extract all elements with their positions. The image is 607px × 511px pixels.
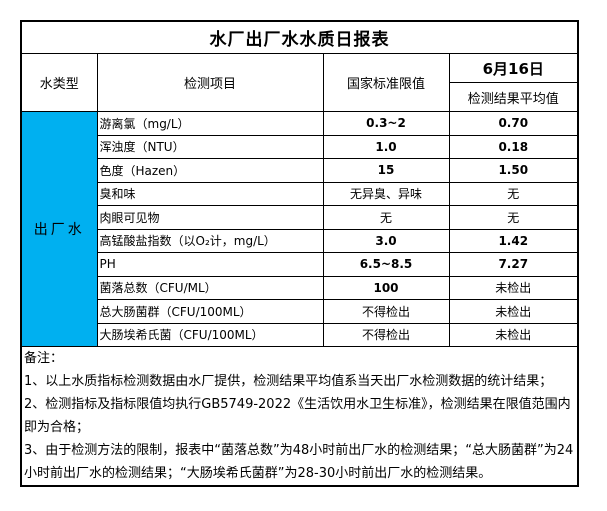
result-cell: 无 xyxy=(448,205,579,230)
result-cell: 0.18 xyxy=(448,134,579,159)
standard-cell: 15 xyxy=(322,158,450,183)
table-row: 臭和味 无异臭、异味 无 xyxy=(21,181,579,206)
table-row: 色度（Hazen） 15 1.50 xyxy=(21,158,579,183)
table-row: 大肠埃希氏菌（CFU/100ML） 不得检出 未检出 xyxy=(21,322,579,347)
test-item-cell: 肉眼可见物 xyxy=(96,205,324,230)
water-type-cell: 出厂水 xyxy=(20,111,98,347)
remark-note: 3、由于检测方法的限制，报表中“菌落总数”为48小时前出厂水的检测结果；“总大肠… xyxy=(24,443,574,481)
header-test-item: 检测项目 xyxy=(96,53,324,112)
table-row: 高锰酸盐指数（以O₂计，mg/L） 3.0 1.42 xyxy=(21,228,579,253)
standard-cell: 3.0 xyxy=(322,228,450,253)
water-quality-table: 水厂出厂水水质日报表 水类型 检测项目 国家标准限值 6月16日 检测结果平均值… xyxy=(20,20,579,487)
test-item-cell: 总大肠菌群（CFU/100ML） xyxy=(96,299,324,324)
result-cell: 1.42 xyxy=(448,228,579,253)
test-item-cell: 菌落总数（CFU/ML） xyxy=(96,275,324,300)
remark-note: 1、以上水质指标检测数据由水厂提供，检测结果平均值系当天出厂水检测数据的统计结果… xyxy=(24,374,553,389)
table-row: 出厂水 游离氯（mg/L） 0.3~2 0.70 xyxy=(20,111,579,347)
header-standard-limit: 国家标准限值 xyxy=(322,53,450,112)
test-item-cell: 臭和味 xyxy=(96,181,324,206)
table-row: 总大肠菌群（CFU/100ML） 不得检出 未检出 xyxy=(21,299,579,324)
standard-cell: 1.0 xyxy=(322,134,450,159)
report-title: 水厂出厂水水质日报表 xyxy=(20,20,579,54)
remarks-label: 备注： xyxy=(24,351,64,366)
standard-cell: 无 xyxy=(322,205,450,230)
table-row: 肉眼可见物 无 无 xyxy=(21,205,579,230)
standard-cell: 无异臭、异味 xyxy=(322,181,450,206)
header-water-type: 水类型 xyxy=(20,53,98,112)
standard-cell: 100 xyxy=(322,275,450,300)
result-cell: 未检出 xyxy=(448,322,579,347)
table-row: 浑浊度（NTU） 1.0 0.18 xyxy=(21,134,579,159)
test-item-cell: PH xyxy=(96,252,324,277)
table-row: 菌落总数（CFU/ML） 100 未检出 xyxy=(21,275,579,300)
test-item-cell: 高锰酸盐指数（以O₂计，mg/L） xyxy=(96,228,324,253)
test-item-cell: 大肠埃希氏菌（CFU/100ML） xyxy=(96,322,324,347)
result-cell: 无 xyxy=(448,181,579,206)
test-item-cell: 色度（Hazen） xyxy=(96,158,324,183)
test-item-cell: 游离氯（mg/L） xyxy=(96,111,324,136)
test-item-cell: 浑浊度（NTU） xyxy=(96,134,324,159)
remark-note: 2、检测指标及指标限值均执行GB5749-2022《生活饮用水卫生标准》，检测结… xyxy=(24,397,571,435)
result-cell: 未检出 xyxy=(448,275,579,300)
result-cell: 1.50 xyxy=(448,158,579,183)
result-cell: 7.27 xyxy=(448,252,579,277)
result-cell: 未检出 xyxy=(448,299,579,324)
standard-cell: 0.3~2 xyxy=(322,111,450,136)
header-result-average: 检测结果平均值 xyxy=(448,82,579,112)
standard-cell: 不得检出 xyxy=(322,322,450,347)
table-row: PH 6.5~8.5 7.27 xyxy=(21,252,579,277)
remarks-section: 备注： 1、以上水质指标检测数据由水厂提供，检测结果平均值系当天出厂水检测数据的… xyxy=(20,346,579,487)
result-cell: 0.70 xyxy=(448,111,579,136)
standard-cell: 不得检出 xyxy=(322,299,450,324)
standard-cell: 6.5~8.5 xyxy=(322,252,450,277)
header-date: 6月16日 xyxy=(448,53,579,83)
